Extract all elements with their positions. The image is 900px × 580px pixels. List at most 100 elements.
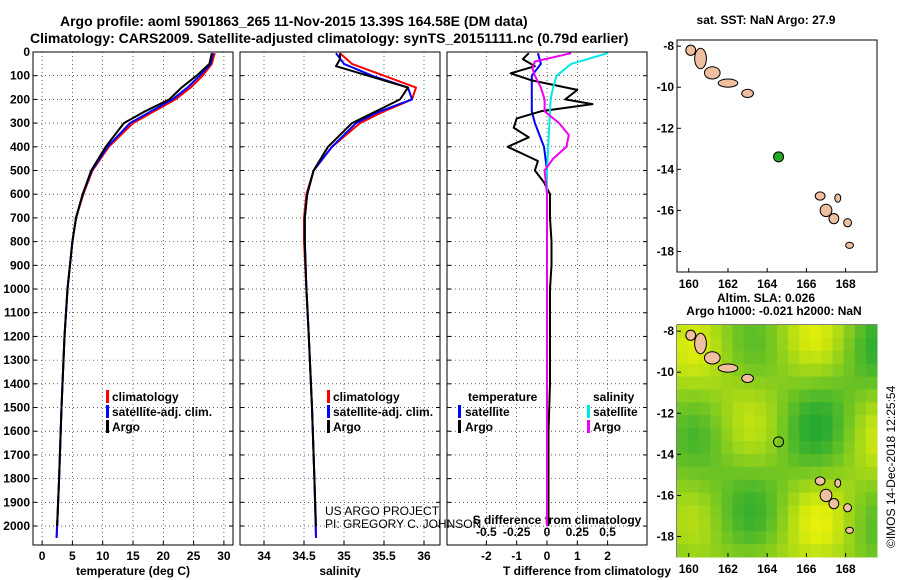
difference-legend: temperature salinity satellite Argo sate… (458, 390, 638, 434)
sla-cell (854, 505, 867, 519)
temperature-panel: 0100200300400500600700800900100011001200… (3, 45, 234, 578)
sla-cell (699, 479, 711, 494)
y-tick-label: -18 (657, 529, 675, 543)
sla-cell (843, 544, 856, 558)
y-tick-label: 500 (10, 164, 30, 178)
sla-cell (710, 492, 722, 506)
island-shape (703, 351, 721, 365)
sla-cell (677, 350, 689, 365)
sla-cell (721, 415, 734, 429)
sla-cell (843, 415, 856, 429)
sla-cell (788, 363, 800, 378)
sla-cell (732, 363, 745, 378)
sla-cell (732, 389, 745, 403)
sla-cell (765, 466, 778, 481)
sla-cell (854, 479, 867, 494)
sla-cell (854, 325, 867, 339)
sla-cell (765, 428, 778, 442)
sla-cell (821, 531, 834, 545)
island-shape (685, 329, 697, 341)
sla-cell (677, 518, 689, 532)
sla-cell (854, 466, 867, 481)
sla-cell (777, 544, 789, 558)
island-shape (828, 497, 840, 510)
sla-cell (765, 376, 778, 390)
island-shape (845, 241, 854, 249)
legend-label-climatology: climatology (333, 390, 400, 404)
sla-cell (799, 389, 811, 403)
sla-cell (810, 363, 822, 378)
sla-cell (688, 544, 700, 558)
x-tick-label: 5 (69, 549, 76, 563)
sla-cell (688, 518, 700, 532)
island-shape (819, 203, 833, 218)
sla-cell (710, 466, 722, 481)
x-top-tick-label: 0.25 (566, 525, 590, 539)
sla-cell (865, 479, 878, 494)
y-tick-label: 1500 (3, 401, 30, 415)
sla-cell (743, 337, 756, 352)
legend-label-argo: Argo (333, 420, 361, 434)
sla-cell (754, 376, 767, 390)
sla-cell (821, 505, 834, 519)
sla-cell (810, 544, 822, 558)
sla-cell (843, 466, 856, 481)
y-tick-label: 1300 (3, 353, 30, 367)
sla-cell (721, 479, 734, 494)
x-tick-label: 34.5 (292, 549, 316, 563)
sla-cell (865, 376, 878, 390)
island-shape (717, 363, 739, 373)
legend-label-sal-argo: Argo (593, 420, 621, 434)
sla-cell (799, 428, 811, 442)
y-tick-label: -10 (657, 80, 675, 94)
sla-cell (743, 479, 756, 494)
sla-cell (777, 428, 789, 442)
island-shape (741, 373, 754, 383)
sla-cell (754, 428, 767, 442)
island-shape (694, 47, 707, 70)
sla-cell (688, 402, 700, 416)
sla-cell (754, 531, 767, 545)
sla-cell (710, 441, 722, 455)
y-tick-label: 900 (10, 258, 30, 272)
sla-cell (743, 325, 756, 339)
y-tick-label: 100 (10, 69, 30, 83)
sla-cell (699, 505, 711, 519)
sla-cell (854, 518, 867, 532)
legend-swatch-sal-argo (587, 420, 590, 433)
sla-cell (754, 337, 767, 352)
y-tick-label: 1600 (3, 424, 30, 438)
island-shape (741, 88, 754, 98)
sla-cell (688, 389, 700, 403)
sla-cell (732, 492, 745, 506)
sla-cell (677, 544, 689, 558)
sla-cell (710, 325, 722, 339)
sla-cell (843, 428, 856, 442)
sla-cell (843, 376, 856, 390)
sla-cell (765, 402, 778, 416)
island-shape (843, 503, 853, 513)
sla-cell (854, 415, 867, 429)
sla-cell (854, 350, 867, 365)
series-line (303, 53, 409, 527)
sla-cell (799, 505, 811, 519)
float-marker (773, 151, 785, 163)
sla-cell (721, 505, 734, 519)
sla-cell (854, 402, 867, 416)
sla-cell (788, 428, 800, 442)
sla-cell (743, 453, 756, 468)
sla-cell (688, 466, 700, 481)
sla-map-title-line2: Argo h1000: -0.021 h2000: NaN (686, 304, 861, 318)
sla-cell (688, 415, 700, 429)
sla-cell (788, 350, 800, 365)
sla-cell (810, 325, 822, 339)
sla-cell (710, 389, 722, 403)
sla-cell (821, 466, 834, 481)
sla-cell (688, 350, 700, 365)
sla-cell (810, 415, 822, 429)
sla-cell (754, 518, 767, 532)
x-tick-label: 164 (757, 562, 777, 576)
sla-cell (821, 518, 834, 532)
sla-cell (810, 337, 822, 352)
legend-swatch-sal-satellite (587, 405, 590, 418)
